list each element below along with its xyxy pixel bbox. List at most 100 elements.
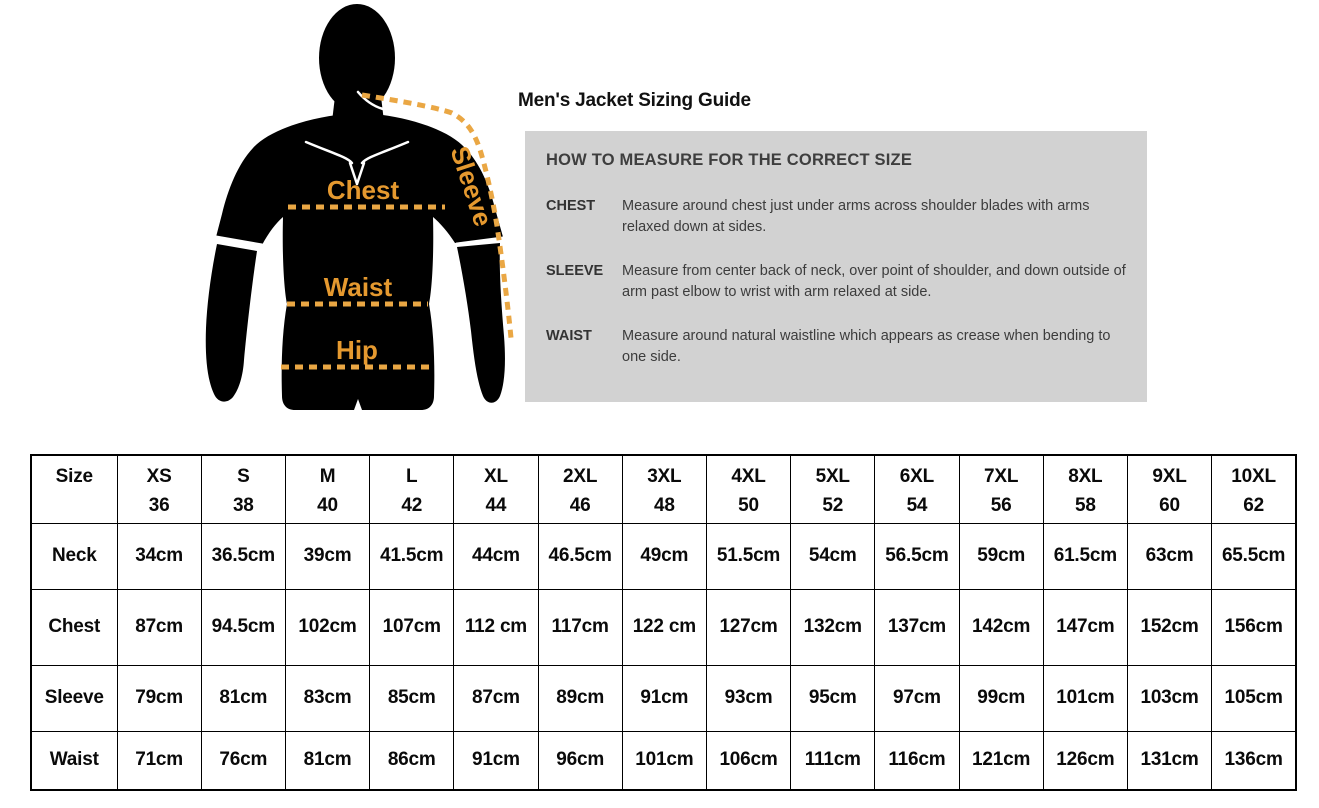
- row-label: Neck: [30, 522, 118, 590]
- size-number: 50: [738, 495, 759, 516]
- measurement-cell: 39cm: [284, 522, 371, 590]
- size-col-header: XS 36: [116, 454, 202, 524]
- corner-label: Size: [55, 466, 93, 487]
- instruction-text-chest: Measure around chest just under arms acr…: [622, 198, 1090, 235]
- measurement-cell: 131cm: [1126, 730, 1213, 791]
- waist-label: Waist: [324, 272, 393, 302]
- instruction-term-sleeve: SLEEVE: [546, 263, 604, 279]
- size-header-row: Size XS 36 S 38 M 40 L 42 XL 44 2XL 46 3XL 48 4XL 50 5XL 5…: [30, 454, 1297, 524]
- figure-detail-lines: [214, 90, 505, 247]
- panel-heading: HOW TO MEASURE FOR THE CORRECT SIZE: [546, 151, 913, 169]
- measurement-cell: 102cm: [284, 588, 371, 666]
- measurement-cell: 87cm: [116, 588, 202, 666]
- size-number: 58: [1074, 495, 1096, 516]
- size-number: 54: [906, 495, 928, 516]
- instruction-chest: CHEST Measure around chest just under ar…: [546, 196, 1133, 238]
- instruction-term-chest: CHEST: [546, 198, 596, 214]
- size-label: 2XL: [562, 466, 598, 487]
- measurement-cell: 96cm: [537, 730, 623, 791]
- size-number: 46: [569, 495, 591, 516]
- measurement-cell: 46.5cm: [537, 522, 623, 590]
- measurement-cell: 71cm: [116, 730, 202, 791]
- size-col-header: L 42: [369, 454, 455, 524]
- measurement-cell: 76cm: [200, 730, 286, 791]
- measurement-cell: 94.5cm: [200, 588, 286, 666]
- measurement-cell: 126cm: [1042, 730, 1128, 791]
- row-label: Chest: [30, 588, 118, 666]
- instruction-sleeve: SLEEVE Measure from center back of neck,…: [546, 261, 1133, 303]
- page-title: Men's Jacket Sizing Guide: [518, 90, 751, 111]
- table-row-chest: Chest 87cm 94.5cm 102cm 107cm 112 cm 117cm 122 …: [30, 588, 1297, 666]
- size-col-header: 6XL 54: [874, 454, 960, 524]
- measurement-figure: Chest Waist Hip Sleeve: [100, 0, 520, 435]
- size-col-header: 5XL 52: [790, 454, 876, 524]
- measurement-cell: 41.5cm: [369, 522, 455, 590]
- size-label: XL: [483, 466, 508, 487]
- male-silhouette-icon: Chest Waist Hip Sleeve: [205, 4, 514, 410]
- size-number: 36: [148, 495, 170, 516]
- size-col-header: S 38: [200, 454, 286, 524]
- measurement-cell: 103cm: [1126, 664, 1213, 732]
- row-label: Waist: [30, 730, 118, 791]
- measurement-cell: 51.5cm: [705, 522, 792, 590]
- measurement-cell: 152cm: [1126, 588, 1213, 666]
- size-number: 52: [822, 495, 844, 516]
- size-chart-table: Size XS 36 S 38 M 40 L 42 XL 44 2XL 46 3XL 48 4XL 50 5XL 5…: [30, 454, 1297, 791]
- measurement-cell: 122 cm: [621, 588, 707, 666]
- size-col-header: 7XL 56: [958, 454, 1044, 524]
- measurement-cell: 91cm: [621, 664, 707, 732]
- figure-left-forearm: [205, 244, 257, 402]
- size-number: 62: [1243, 495, 1264, 516]
- measurement-cell: 117cm: [537, 588, 623, 666]
- size-label: S: [237, 466, 250, 487]
- measurement-cell: 97cm: [874, 664, 960, 732]
- measurement-cell: 81cm: [284, 730, 371, 791]
- size-label: 5XL: [815, 466, 850, 487]
- measurement-cell: 86cm: [369, 730, 455, 791]
- hip-label: Hip: [336, 335, 378, 365]
- size-label: 4XL: [731, 466, 766, 487]
- size-number: 42: [401, 495, 423, 516]
- figure-head: [319, 4, 395, 112]
- size-label: L: [406, 466, 418, 487]
- size-number: 60: [1159, 495, 1180, 516]
- size-col-header: 9XL 60: [1126, 454, 1213, 524]
- size-col-header: 2XL 46: [537, 454, 623, 524]
- table-row-neck: Neck 34cm 36.5cm 39cm 41.5cm 44cm 46.5cm 49cm 51…: [30, 522, 1297, 590]
- size-col-header: M 40: [284, 454, 371, 524]
- instruction-term-waist: WAIST: [546, 328, 592, 344]
- measurement-cell: 83cm: [284, 664, 371, 732]
- size-number: 56: [990, 495, 1012, 516]
- measurement-cell: 54cm: [790, 522, 876, 590]
- measurement-cell: 121cm: [958, 730, 1044, 791]
- table-row-sleeve: Sleeve 79cm 81cm 83cm 85cm 87cm 89cm 91cm 93cm 95…: [30, 664, 1297, 732]
- figure-crotch-notch: [354, 399, 362, 410]
- size-col-header: 10XL 62: [1211, 454, 1297, 524]
- measurement-cell: 99cm: [958, 664, 1044, 732]
- measurement-cell: 106cm: [705, 730, 792, 791]
- measurement-cell: 61.5cm: [1042, 522, 1128, 590]
- size-number: 40: [317, 495, 338, 516]
- measurement-cell: 137cm: [874, 588, 960, 666]
- measurement-cell: 107cm: [369, 588, 455, 666]
- measurement-cell: 87cm: [453, 664, 539, 732]
- measurement-cell: 59cm: [958, 522, 1044, 590]
- size-label: 7XL: [984, 466, 1019, 487]
- instruction-waist: WAIST Measure around natural waistline w…: [546, 326, 1133, 368]
- measurement-cell: 136cm: [1211, 730, 1297, 791]
- size-col-header: 4XL 50: [705, 454, 792, 524]
- size-col-header: XL 44: [453, 454, 539, 524]
- size-number: 38: [232, 495, 254, 516]
- measurement-cell: 81cm: [200, 664, 286, 732]
- measurement-cell: 95cm: [790, 664, 876, 732]
- measurement-cell: 63cm: [1126, 522, 1213, 590]
- measurement-cell: 89cm: [537, 664, 623, 732]
- measurement-cell: 156cm: [1211, 588, 1297, 666]
- sleeve-measure-line: [361, 92, 514, 339]
- measurement-cell: 101cm: [1042, 664, 1128, 732]
- size-col-header: 3XL 48: [621, 454, 707, 524]
- figure-torso: [216, 114, 503, 410]
- measurement-cell: 116cm: [874, 730, 960, 791]
- measurement-cell: 93cm: [705, 664, 792, 732]
- measurement-cell: 56.5cm: [874, 522, 960, 590]
